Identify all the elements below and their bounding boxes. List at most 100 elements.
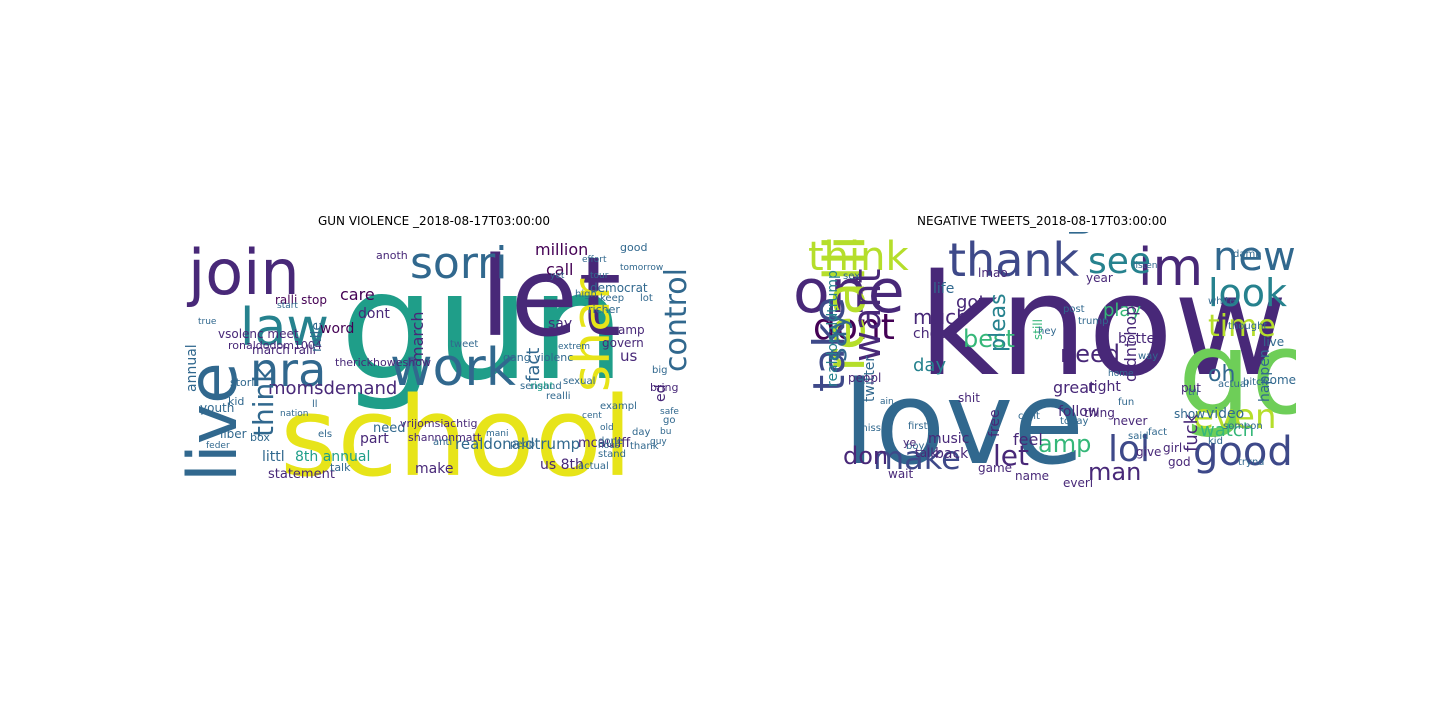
word-cloud-term: tour bbox=[590, 271, 609, 281]
word-cloud-term: march bbox=[408, 311, 427, 362]
word-cloud-term: much bbox=[913, 305, 969, 329]
word-cloud-term: don bbox=[843, 442, 889, 470]
word-cloud-term: thank bbox=[630, 441, 659, 452]
word-cloud-term: realdonaldtrump bbox=[455, 435, 581, 453]
word-cloud-term: great bbox=[1053, 378, 1096, 397]
word-cloud-term: hey bbox=[1038, 326, 1057, 337]
word-cloud-term: today bbox=[1060, 416, 1089, 427]
word-cloud-term: us 8th bbox=[540, 457, 584, 473]
word-cloud-term: mile bbox=[309, 321, 325, 352]
word-cloud-term: million bbox=[535, 240, 589, 259]
word-cloud-term: watch bbox=[1200, 420, 1255, 441]
word-cloud-term: democrat bbox=[590, 281, 648, 295]
word-cloud-term: mani bbox=[486, 429, 509, 439]
word-cloud-term: youth bbox=[200, 401, 235, 415]
word-cloud-term: vrijomsiachtig bbox=[400, 417, 478, 430]
word-cloud-term: way bbox=[1138, 351, 1159, 362]
word-cloud-term: lmao bbox=[978, 266, 1008, 280]
word-cloud-term: even bbox=[1193, 397, 1277, 437]
word-cloud-term: exampl bbox=[600, 401, 637, 412]
word-cloud-term: stand bbox=[598, 449, 626, 460]
word-cloud-term: good bbox=[620, 241, 648, 254]
left-panel-title: GUN VIOLENCE _2018-08-17T03:00:00 bbox=[317, 214, 551, 228]
word-cloud-term: make bbox=[415, 461, 454, 477]
word-cloud-term: vsolenc meet bbox=[218, 327, 299, 341]
word-cloud-term: let bbox=[993, 439, 1029, 472]
word-cloud-term: us bbox=[1055, 232, 1101, 237]
word-cloud-term: thing bbox=[1084, 406, 1115, 420]
word-cloud-term: got bbox=[956, 292, 986, 313]
word-cloud-term: part bbox=[360, 431, 389, 447]
word-cloud-term: tweet bbox=[450, 339, 479, 350]
word-cloud-term: start bbox=[277, 301, 298, 311]
word-cloud-term: ye bbox=[903, 436, 917, 449]
word-cloud-term: thank bbox=[948, 233, 1080, 287]
word-cloud-term: need bbox=[1060, 340, 1120, 368]
word-cloud-term: extrem bbox=[558, 342, 591, 352]
word-cloud-term: name bbox=[1015, 469, 1050, 483]
word-cloud-term: live bbox=[1263, 335, 1285, 349]
word-cloud-term: keep bbox=[600, 293, 625, 304]
word-cloud-term: make bbox=[873, 439, 961, 477]
word-cloud-term: momsdemand bbox=[268, 378, 398, 399]
word-cloud-term: care bbox=[340, 285, 375, 304]
word-cloud-term: march ralli bbox=[252, 343, 317, 357]
word-cloud-term: ain bbox=[880, 397, 894, 407]
word-cloud-term: follow bbox=[1058, 404, 1100, 420]
word-cloud-term: true bbox=[198, 317, 217, 327]
word-cloud-term: school bbox=[280, 373, 633, 488]
word-cloud-term: need bbox=[373, 421, 406, 436]
word-cloud-term: sexual bbox=[563, 376, 596, 387]
word-cloud-term: els bbox=[318, 429, 333, 440]
word-cloud-term: dont bbox=[813, 307, 895, 348]
right-panel-title: NEGATIVE TWEETS_2018-08-17T03:00:00 bbox=[917, 214, 1167, 228]
word-cloud-term: sex bbox=[843, 271, 861, 282]
word-cloud-term: god bbox=[1168, 455, 1191, 469]
word-cloud-term: im bbox=[1138, 238, 1204, 298]
word-cloud-term: talk bbox=[330, 461, 351, 474]
word-cloud-term: amp bbox=[1038, 430, 1092, 458]
word-cloud-term: nra bbox=[250, 343, 327, 397]
word-cloud-term: give bbox=[1136, 445, 1162, 459]
word-cloud-term: safe bbox=[660, 407, 679, 417]
word-cloud-term: think bbox=[808, 234, 909, 280]
word-cloud-term: home bbox=[1108, 369, 1134, 379]
word-cloud-term: sensand bbox=[520, 381, 562, 392]
word-cloud-term: join bbox=[188, 236, 300, 309]
word-cloud-term: post bbox=[1063, 304, 1085, 315]
word-cloud-term: fact bbox=[1148, 427, 1168, 438]
word-cloud-term: control bbox=[659, 268, 690, 372]
word-cloud-term: kid bbox=[228, 395, 245, 408]
word-cloud-term: shit bbox=[958, 391, 980, 405]
word-cloud-term: mcauliff bbox=[578, 436, 631, 451]
word-cloud-term: everi bbox=[1063, 476, 1094, 488]
word-cloud-term: anti bbox=[433, 437, 453, 448]
word-cloud-term: go bbox=[1178, 307, 1296, 441]
word-cloud-term: gang violenc bbox=[503, 351, 574, 364]
word-cloud-term: stori bbox=[230, 376, 255, 389]
word-cloud-term: talk bbox=[915, 446, 938, 460]
word-cloud-term: play bbox=[1103, 300, 1142, 321]
word-cloud-term: fun bbox=[1118, 397, 1135, 408]
word-cloud-term: oh bbox=[1208, 362, 1236, 387]
word-cloud-term: liber bbox=[220, 427, 247, 441]
word-cloud-term: cent bbox=[582, 411, 602, 421]
word-cloud-term: see bbox=[1088, 241, 1152, 282]
word-cloud-term: put bbox=[1181, 381, 1201, 395]
word-cloud-term: boy bbox=[906, 441, 925, 452]
word-cloud-term: life bbox=[933, 281, 955, 297]
word-cloud-term: time bbox=[1208, 309, 1276, 344]
word-cloud-term: back bbox=[935, 446, 969, 462]
word-cloud-term: bu bbox=[660, 427, 672, 437]
word-cloud-term: lot bbox=[640, 293, 653, 304]
word-cloud-term: cant bbox=[1018, 411, 1040, 422]
word-cloud-term: anoth bbox=[376, 249, 408, 262]
word-cloud-term: listen bbox=[1133, 261, 1158, 271]
word-cloud-term: year bbox=[1086, 271, 1113, 285]
word-cloud-term: miss bbox=[858, 423, 881, 434]
word-cloud-term: gun bbox=[340, 240, 626, 414]
word-cloud-term: go bbox=[663, 415, 676, 426]
word-cloud-term: damn bbox=[1233, 249, 1262, 260]
word-cloud-term: tri bbox=[1188, 387, 1199, 398]
